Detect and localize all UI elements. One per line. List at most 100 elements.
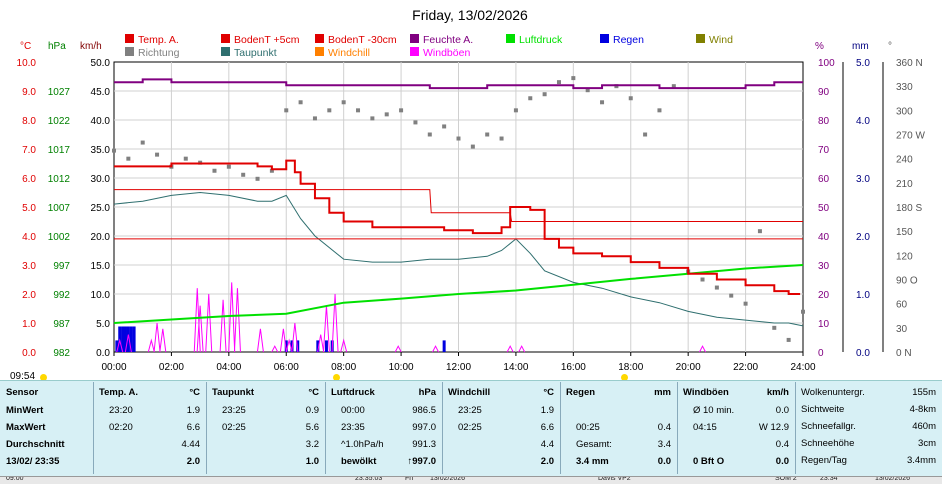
legend-label: Feuchte A. xyxy=(423,34,473,46)
row-label: 02:25 xyxy=(222,422,246,433)
legend-swatch xyxy=(696,34,705,43)
table-row-label: MinWert xyxy=(6,405,44,416)
rain-bar xyxy=(126,326,130,352)
legend-swatch xyxy=(125,34,134,43)
gust-spike xyxy=(147,338,155,353)
column-unit: °C xyxy=(308,387,319,398)
rain-bar xyxy=(129,326,133,352)
gust-spike xyxy=(233,288,241,353)
direction-point xyxy=(556,80,561,85)
column-separator xyxy=(442,382,443,474)
direction-point xyxy=(485,132,490,137)
x-tick-label: 00:00 xyxy=(101,362,126,373)
table-row: 3.2 xyxy=(212,439,319,454)
row-value: 4-8km xyxy=(909,404,936,415)
gust-spike xyxy=(285,338,293,353)
axis-tick-label: 120 xyxy=(896,251,913,262)
axis-tick-label: 60 xyxy=(896,300,908,311)
direction-point xyxy=(729,293,734,298)
row-label: 02:20 xyxy=(109,422,133,433)
direction-point xyxy=(470,144,475,149)
direction-point xyxy=(757,229,762,234)
axis-tick-label: 210 xyxy=(896,179,913,190)
table-column-sensor: Sensor MinWert MaxWert Durchschnitt 13/02/ 2… xyxy=(0,383,93,475)
axis-tick-label: 0.0 xyxy=(856,348,870,359)
axis-tick-label: 2.0 xyxy=(22,290,36,301)
axis-tick-label: 1027 xyxy=(48,87,71,98)
status-item: 13/02/2026 xyxy=(430,476,466,482)
row-value: 1.9 xyxy=(540,405,554,416)
row-label: 02:25 xyxy=(458,422,482,433)
table-row xyxy=(566,405,671,420)
table-row: ^1.0hPa/h 991.3 xyxy=(331,439,436,454)
axis-tick-label: 1007 xyxy=(48,203,71,214)
x-tick-label: 20:00 xyxy=(676,362,701,373)
row-label: 23:25 xyxy=(222,405,246,416)
row-value: 1.0 xyxy=(305,456,319,467)
legend-label: Windböen xyxy=(423,47,470,59)
axis-tick-label: 4.0 xyxy=(856,116,870,127)
legend-swatch xyxy=(315,34,324,43)
row-value: 3.4 xyxy=(657,439,671,450)
row-value: 986.5 xyxy=(412,405,436,416)
row-value: 3cm xyxy=(918,438,936,449)
row-value: 0.4 xyxy=(775,439,789,450)
table-header: Windchill °C xyxy=(448,387,554,402)
row-value: 2.0 xyxy=(540,456,554,467)
axis-tick-label: 30 xyxy=(818,261,830,272)
axis-tick-label: 10.0 xyxy=(17,58,37,69)
axis-tick-label: 20 xyxy=(818,290,830,301)
status-bar: 09:00 23:35:03 Fri 13/02/2026 Davis VP2 SOM 2… xyxy=(0,476,942,484)
axis-tick-label: 1002 xyxy=(48,232,71,243)
rain-bar xyxy=(442,340,446,352)
table-row: 02:25 6.6 xyxy=(448,422,554,437)
axis-tick-label: 10.0 xyxy=(91,290,111,301)
gust-spike xyxy=(153,322,161,353)
row-label: Sichtweite xyxy=(801,404,845,415)
axis-tick-label: 50.0 xyxy=(91,58,111,69)
axis-tick-label: 0.0 xyxy=(22,348,36,359)
table-row: 23:25 0.9 xyxy=(212,405,319,420)
legend: Temp. A. BodenT +5cm BodenT -30cm Feuchte A… xyxy=(125,34,733,59)
axis-tick-label: 5.0 xyxy=(856,58,870,69)
sunrise-marker xyxy=(40,374,47,381)
column-title: Regen xyxy=(566,387,596,398)
unit-wind: km/h xyxy=(80,41,102,52)
table-row: 23:35 997.0 xyxy=(331,422,436,437)
direction-point xyxy=(499,136,504,141)
direction-point xyxy=(399,108,404,113)
column-separator xyxy=(325,382,326,474)
direction-point xyxy=(442,124,447,129)
row-value: 4.44 xyxy=(181,439,201,450)
row-label: 23:25 xyxy=(458,405,482,416)
x-tick-label: 14:00 xyxy=(503,362,528,373)
row-label: 04:15 xyxy=(693,422,717,433)
axis-tick-label: 5.0 xyxy=(96,319,110,330)
row-value: 3.4mm xyxy=(906,455,936,466)
row-value: 6.6 xyxy=(540,422,554,433)
x-tick-label: 10:00 xyxy=(389,362,414,373)
axis-tick-label: 70 xyxy=(818,145,830,156)
table-row: 00:00 986.5 xyxy=(331,405,436,420)
unit-temp: °C xyxy=(20,41,31,52)
column-title: Luftdruck xyxy=(331,387,375,398)
axis-tick-label: 15.0 xyxy=(91,261,111,272)
row-value: 997.0 xyxy=(412,422,436,433)
table-row: 0 Bft O 0.0 xyxy=(683,456,789,471)
axis-tick-label: 360 N xyxy=(896,58,923,69)
axis-tick-label: 992 xyxy=(53,290,70,301)
row-label: Schneefallgr. xyxy=(801,421,856,432)
axis-tick-label: 1.0 xyxy=(856,290,870,301)
column-unit: hPa xyxy=(418,387,436,398)
gust-spike xyxy=(159,328,167,353)
axis-tick-label: 1017 xyxy=(48,145,71,156)
axes: 0.0 1.0 2.0 3.0 4.0 5.0 6.0 7.0 8.0 9.0 10.0 982 987… xyxy=(17,58,926,373)
row-label: Gesamt: xyxy=(576,439,612,450)
gust-spike xyxy=(219,299,227,353)
legend-swatch xyxy=(410,34,419,43)
legend-label: Wind xyxy=(709,34,733,46)
rain-bar xyxy=(115,340,119,352)
row-label: Ø 10 min. xyxy=(693,405,735,416)
axis-tick-label: 45.0 xyxy=(91,87,111,98)
rain-bar xyxy=(123,326,127,352)
